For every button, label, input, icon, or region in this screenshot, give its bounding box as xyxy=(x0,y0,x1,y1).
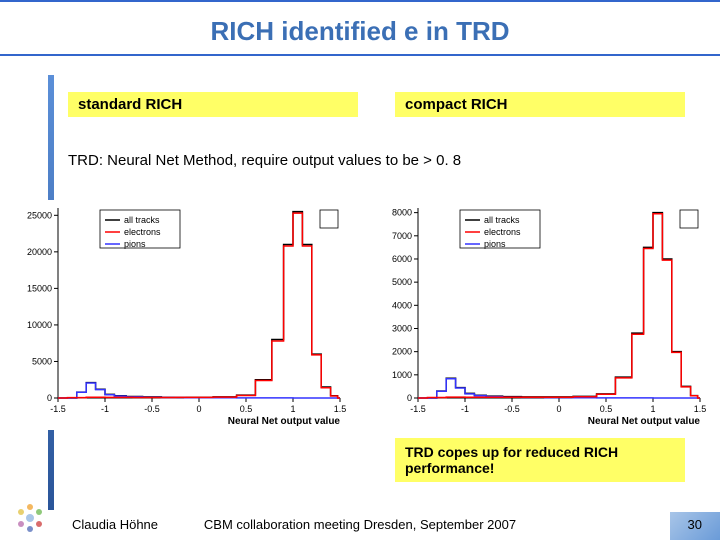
svg-text:all tracks: all tracks xyxy=(124,215,160,225)
svg-text:all tracks: all tracks xyxy=(484,215,520,225)
chart-standard: 0 5000 10000 15000 20000 25000 -1.5 -1 -0.5 0 0.5 1… xyxy=(10,200,350,430)
svg-text:10000: 10000 xyxy=(27,320,52,330)
svg-text:-1.5: -1.5 xyxy=(410,404,426,414)
svg-text:-1: -1 xyxy=(101,404,109,414)
svg-text:0.5: 0.5 xyxy=(240,404,253,414)
label-compact: compact RICH xyxy=(395,92,685,117)
svg-text:-0.5: -0.5 xyxy=(144,404,160,414)
svg-text:1000: 1000 xyxy=(392,370,412,380)
svg-text:1.5: 1.5 xyxy=(694,404,707,414)
svg-text:0: 0 xyxy=(47,393,52,403)
footer-page: 30 xyxy=(688,517,702,532)
slide-title: RICH identified e in TRD xyxy=(0,16,720,47)
svg-text:6000: 6000 xyxy=(392,254,412,264)
footer: Claudia Höhne CBM collaboration meeting … xyxy=(0,510,720,532)
svg-text:2000: 2000 xyxy=(392,347,412,357)
svg-text:7000: 7000 xyxy=(392,231,412,241)
svg-text:1: 1 xyxy=(650,404,655,414)
svg-text:pions: pions xyxy=(484,239,506,249)
svg-text:5000: 5000 xyxy=(392,277,412,287)
svg-text:20000: 20000 xyxy=(27,247,52,257)
subtitle-text: TRD: Neural Net Method, require output v… xyxy=(68,152,461,169)
footer-meeting: CBM collaboration meeting Dresden, Septe… xyxy=(0,517,720,532)
svg-text:-1: -1 xyxy=(461,404,469,414)
svg-text:pions: pions xyxy=(124,239,146,249)
svg-text:25000: 25000 xyxy=(27,210,52,220)
svg-text:0: 0 xyxy=(556,404,561,414)
svg-text:0: 0 xyxy=(196,404,201,414)
charts-container: 0500010000150002000025000-1.5-1-0.500.51… xyxy=(10,200,710,430)
svg-text:-1.5: -1.5 xyxy=(50,404,66,414)
svg-text:3000: 3000 xyxy=(392,323,412,333)
label-standard: standard RICH xyxy=(68,92,358,117)
svg-text:4000: 4000 xyxy=(392,300,412,310)
svg-text:Neural Net output value: Neural Net output value xyxy=(228,416,341,427)
svg-text:Neural Net output value: Neural Net output value xyxy=(588,416,701,427)
svg-text:0.5: 0.5 xyxy=(600,404,613,414)
chart-compact: 0 1000 2000 3000 4000 5000 6000 7000 8000 -1.5 -1 -… xyxy=(370,200,710,430)
svg-text:electrons: electrons xyxy=(124,227,161,237)
svg-text:1: 1 xyxy=(290,404,295,414)
title-underline xyxy=(0,54,720,56)
svg-text:15000: 15000 xyxy=(27,283,52,293)
svg-text:electrons: electrons xyxy=(484,227,521,237)
svg-text:5000: 5000 xyxy=(32,356,52,366)
svg-text:1.5: 1.5 xyxy=(334,404,347,414)
note-box: TRD copes up for reduced RICH performanc… xyxy=(395,438,685,482)
svg-text:8000: 8000 xyxy=(392,208,412,218)
svg-text:-0.5: -0.5 xyxy=(504,404,520,414)
svg-text:0: 0 xyxy=(407,393,412,403)
